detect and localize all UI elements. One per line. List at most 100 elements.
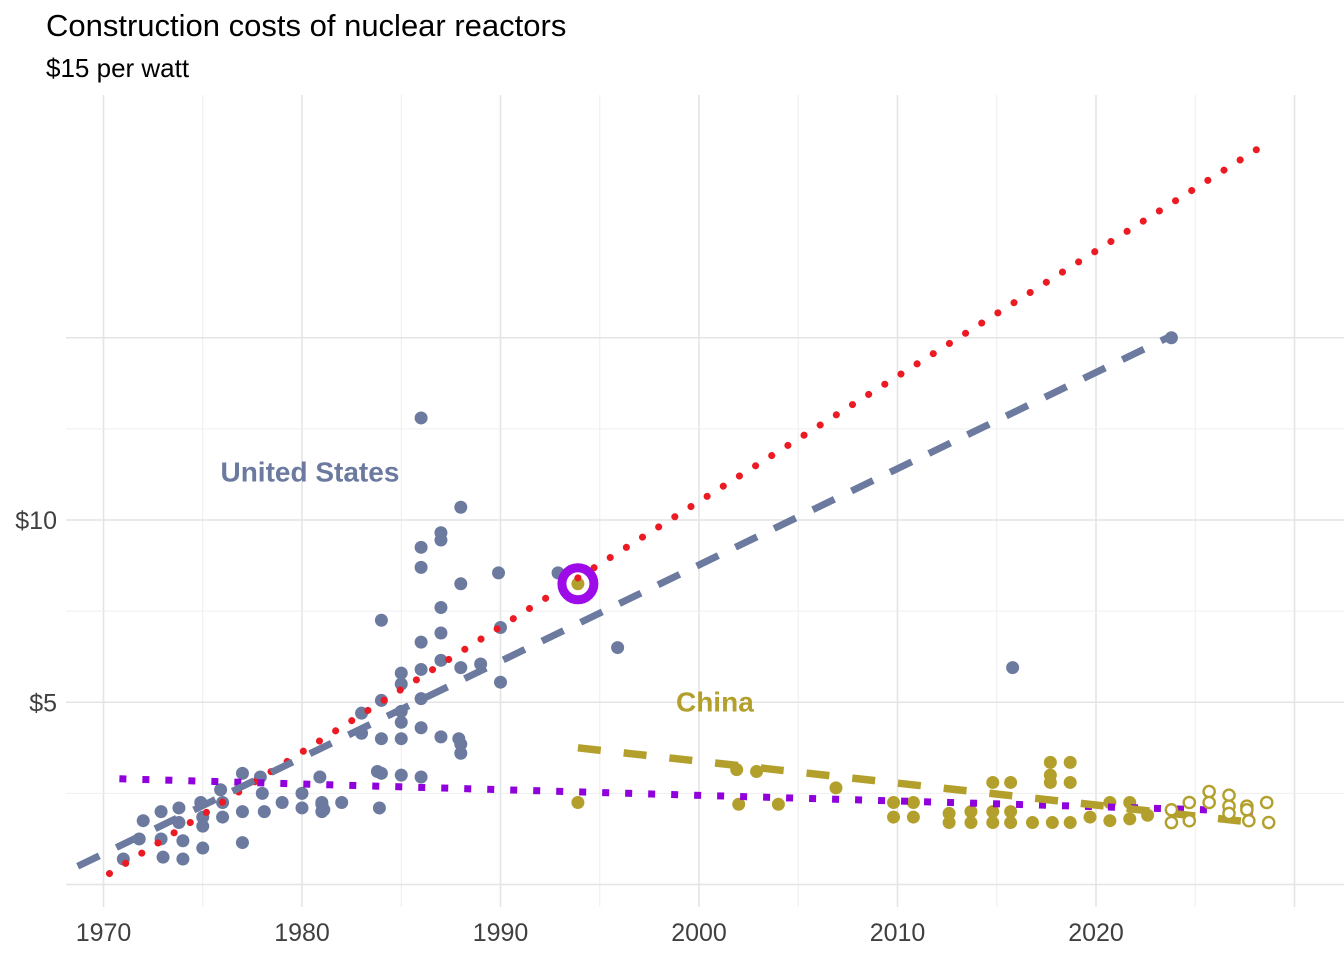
us-point: [454, 500, 468, 514]
us-point: [434, 626, 448, 640]
china-point-open: [1259, 795, 1274, 810]
china-point: [771, 797, 785, 811]
series-label-united-states: United States: [220, 457, 399, 488]
china-point: [986, 775, 1000, 789]
red-projection-line: [105, 144, 1263, 878]
china-point: [571, 795, 585, 809]
us-point: [374, 766, 388, 780]
china-point: [906, 810, 920, 824]
us-point: [394, 732, 408, 746]
china-point-open: [1242, 813, 1256, 828]
china-point: [1103, 814, 1117, 828]
us-point: [611, 641, 625, 655]
china-point-open: [1202, 784, 1216, 799]
x-axis-tick-label: 2000: [671, 919, 727, 947]
china-point: [1063, 755, 1077, 769]
us-point: [295, 801, 309, 815]
china-point-open: [1261, 815, 1276, 830]
us-point: [434, 533, 448, 547]
us-point: [454, 577, 468, 591]
us-point: [235, 766, 249, 780]
china-point: [1043, 775, 1057, 789]
x-axis-tick-label: 1970: [76, 919, 132, 947]
china-point: [1063, 775, 1077, 789]
china-point: [1083, 810, 1097, 824]
highlight-ring: [557, 563, 599, 605]
us-point: [434, 730, 448, 744]
us-point: [176, 852, 190, 866]
us-point: [414, 662, 428, 676]
us-point: [492, 566, 506, 580]
us-point: [1006, 661, 1020, 675]
china-point: [750, 765, 764, 779]
us-point: [454, 661, 468, 675]
us-point: [394, 768, 408, 782]
china-point: [986, 816, 1000, 830]
series-label-china: China: [676, 686, 754, 717]
china-point-open: [1164, 815, 1179, 830]
china-point: [1063, 816, 1077, 830]
china-point: [942, 816, 956, 830]
china-point-open: [1222, 788, 1236, 802]
us-point: [235, 805, 249, 819]
china-point: [732, 797, 746, 811]
us-point: [275, 795, 289, 809]
china-point: [887, 795, 901, 809]
x-axis-tick-label: 2020: [1068, 919, 1124, 947]
us-point: [313, 770, 327, 784]
y-axis-tick-label: $10: [15, 507, 57, 535]
us-point: [414, 560, 428, 574]
us-point: [414, 721, 428, 735]
china-point: [964, 816, 978, 830]
us-point: [414, 770, 428, 784]
x-axis-tick-label: 1990: [473, 919, 529, 947]
china-point: [942, 806, 956, 820]
china-point: [887, 810, 901, 824]
us-point: [317, 803, 331, 817]
us-point: [235, 836, 249, 850]
china-point-open: [1182, 795, 1197, 810]
us-point: [295, 786, 309, 800]
us-point: [176, 834, 190, 848]
us-point: [372, 801, 386, 815]
china-point: [1004, 816, 1018, 830]
china-point-open: [1222, 806, 1236, 821]
us-point: [434, 653, 448, 667]
china-point-open: [1164, 802, 1179, 817]
china-point-open: [1240, 802, 1254, 817]
x-axis-tick-label: 2010: [870, 919, 926, 947]
us-point: [257, 805, 271, 819]
us-point: [154, 805, 168, 819]
china-point: [571, 577, 585, 591]
us-point: [494, 675, 507, 689]
us-point: [196, 841, 210, 855]
us-point: [414, 411, 428, 425]
us-point: [216, 810, 230, 824]
us-point: [214, 783, 228, 797]
us-point: [414, 635, 428, 649]
us-point: [394, 666, 408, 680]
us-trend-line: [76, 334, 1169, 870]
china-point: [1123, 812, 1137, 826]
china-point-open: [1182, 813, 1197, 828]
us-point: [414, 692, 428, 706]
us-point: [394, 715, 408, 729]
china-point: [1025, 816, 1039, 830]
us-point: [335, 795, 349, 809]
us-point: [255, 786, 269, 800]
chart-title: Construction costs of nuclear reactors: [46, 8, 567, 43]
china-point: [1004, 775, 1018, 789]
china-point: [906, 795, 920, 809]
china-point: [1004, 805, 1018, 819]
china-point: [829, 781, 843, 795]
y-axis-tick-label: $5: [29, 689, 57, 717]
us-point: [156, 850, 170, 864]
us-point: [454, 746, 468, 760]
us-point: [414, 540, 428, 554]
china-point: [986, 805, 1000, 819]
x-axis-tick-label: 1980: [274, 919, 330, 947]
china-point: [964, 805, 978, 819]
us-point: [454, 737, 468, 751]
